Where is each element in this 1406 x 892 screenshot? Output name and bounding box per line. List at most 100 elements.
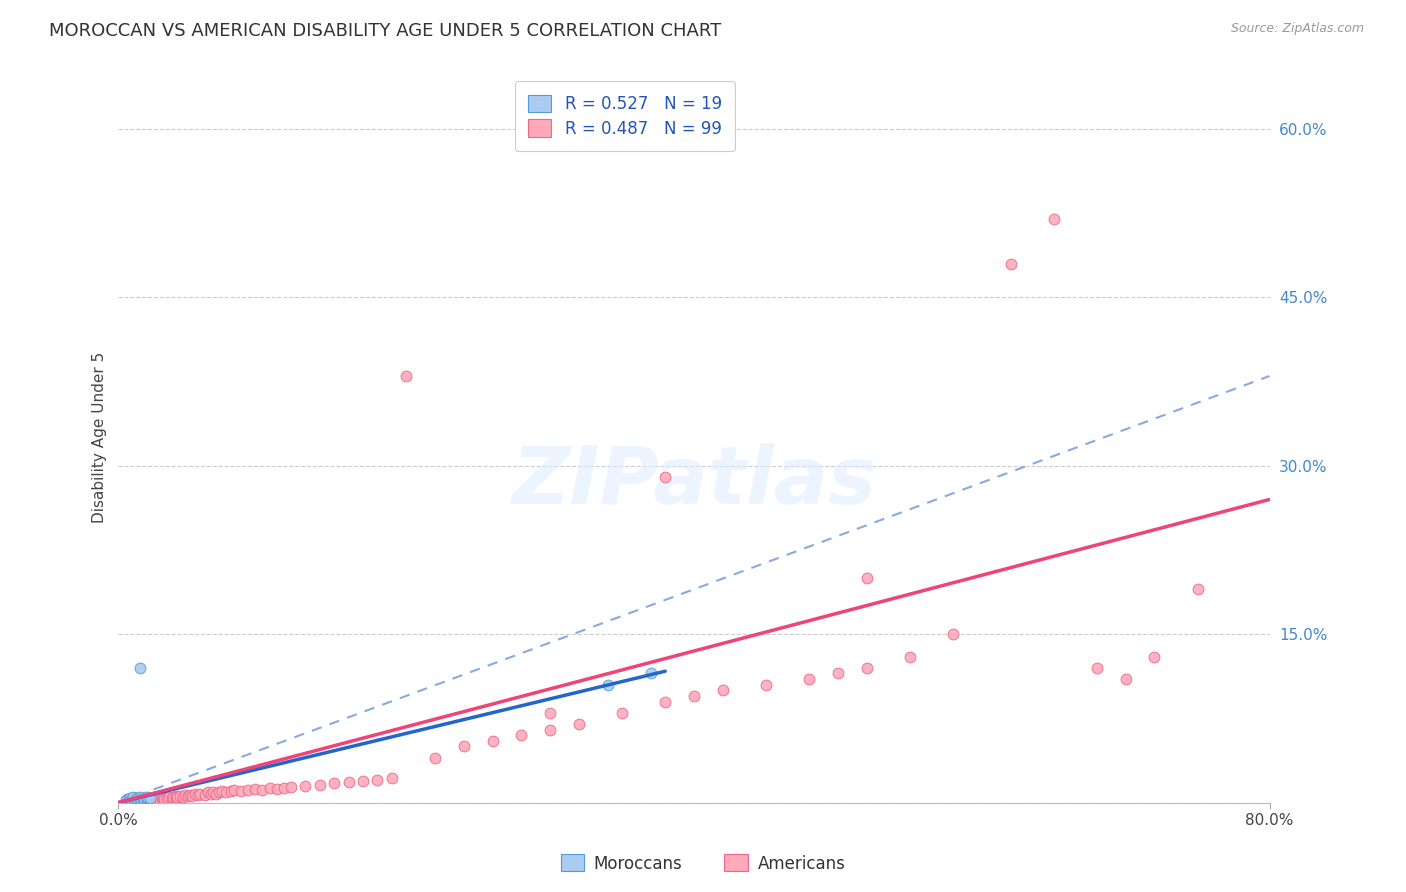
Point	[157, 789, 180, 804]
Point	[352, 774, 374, 789]
Point	[211, 784, 233, 798]
Point	[172, 789, 194, 804]
Point	[136, 792, 159, 806]
Point	[120, 793, 142, 807]
Point	[127, 792, 149, 806]
Point	[1000, 257, 1022, 271]
Point	[366, 773, 388, 788]
Point	[568, 717, 591, 731]
Point	[259, 780, 281, 795]
Point	[121, 792, 143, 806]
Legend: Moroccans, Americans: Moroccans, Americans	[554, 847, 852, 880]
Legend: R = 0.527   N = 19, R = 0.487   N = 99: R = 0.527 N = 19, R = 0.487 N = 99	[515, 81, 735, 151]
Point	[453, 739, 475, 754]
Point	[200, 787, 222, 801]
Point	[173, 788, 195, 802]
Point	[134, 791, 156, 805]
Point	[942, 627, 965, 641]
Point	[129, 789, 152, 804]
Point	[136, 791, 159, 805]
Point	[683, 689, 706, 703]
Point	[132, 791, 155, 805]
Point	[180, 789, 202, 803]
Point	[197, 785, 219, 799]
Point	[273, 780, 295, 795]
Point	[337, 775, 360, 789]
Point	[153, 792, 176, 806]
Point	[654, 694, 676, 708]
Point	[252, 783, 274, 797]
Point	[294, 779, 316, 793]
Point	[538, 723, 561, 737]
Point	[1085, 661, 1108, 675]
Point	[125, 792, 148, 806]
Y-axis label: Disability Age Under 5: Disability Age Under 5	[93, 352, 107, 524]
Point	[120, 793, 142, 807]
Point	[423, 750, 446, 764]
Point	[136, 789, 159, 804]
Point	[150, 789, 173, 804]
Point	[236, 783, 259, 797]
Point	[381, 771, 404, 785]
Point	[125, 793, 148, 807]
Point	[266, 782, 288, 797]
Point	[855, 571, 877, 585]
Text: Source: ZipAtlas.com: Source: ZipAtlas.com	[1230, 22, 1364, 36]
Point	[115, 792, 138, 806]
Point	[122, 792, 145, 806]
Point	[179, 788, 201, 802]
Point	[139, 791, 162, 805]
Point	[711, 683, 734, 698]
Point	[222, 783, 245, 797]
Point	[127, 791, 149, 805]
Point	[176, 789, 198, 803]
Point	[654, 470, 676, 484]
Point	[194, 788, 217, 802]
Point	[187, 788, 209, 802]
Point	[280, 780, 302, 794]
Point	[797, 672, 820, 686]
Point	[166, 789, 188, 804]
Point	[135, 791, 157, 805]
Point	[162, 789, 184, 804]
Point	[131, 792, 153, 806]
Point	[165, 791, 187, 805]
Point	[243, 782, 266, 797]
Point	[1115, 672, 1137, 686]
Point	[118, 792, 141, 806]
Point	[1143, 649, 1166, 664]
Point	[129, 661, 152, 675]
Point	[169, 789, 191, 803]
Point	[136, 791, 159, 805]
Point	[538, 706, 561, 720]
Point	[229, 784, 252, 798]
Point	[898, 649, 921, 664]
Point	[640, 666, 662, 681]
Point	[129, 791, 152, 805]
Point	[610, 706, 633, 720]
Point	[152, 791, 174, 805]
Point	[510, 728, 533, 742]
Point	[202, 785, 225, 799]
Point	[215, 785, 238, 799]
Point	[1187, 582, 1209, 597]
Point	[165, 789, 187, 803]
Point	[138, 792, 160, 806]
Point	[117, 792, 139, 806]
Point	[121, 791, 143, 805]
Point	[128, 793, 150, 807]
Point	[143, 789, 166, 804]
Point	[481, 733, 503, 747]
Point	[141, 792, 163, 806]
Point	[146, 792, 169, 806]
Point	[117, 793, 139, 807]
Point	[855, 661, 877, 675]
Point	[114, 793, 136, 807]
Point	[132, 792, 155, 806]
Point	[118, 791, 141, 805]
Point	[129, 792, 152, 806]
Point	[190, 787, 212, 801]
Point	[827, 666, 849, 681]
Point	[183, 787, 205, 801]
Point	[134, 792, 156, 806]
